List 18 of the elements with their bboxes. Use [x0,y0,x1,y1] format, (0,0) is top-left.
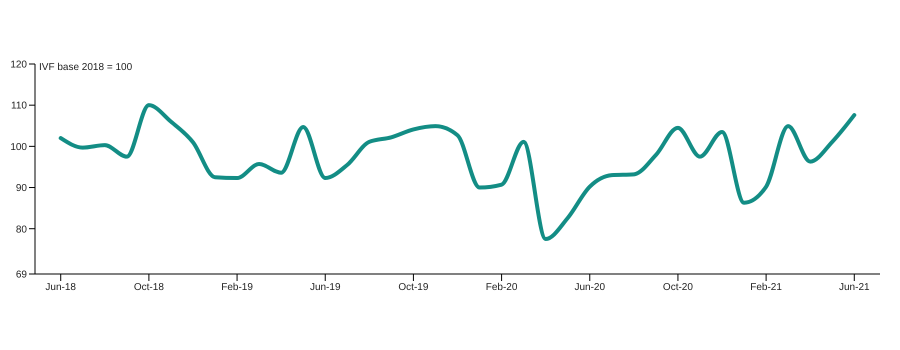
x-tick-label: Oct-18 [134,282,164,294]
line-series [58,103,856,241]
x-tick-label: Feb-21 [750,282,782,294]
y-tick-label: 90 [16,183,28,194]
y-axis-title: IVF base 2018 = 100 [39,62,133,73]
x-tick-label: Oct-19 [398,282,429,294]
x-tick-label: Oct-20 [662,282,694,294]
y-tick-label: 80 [16,224,28,236]
x-tick-label: Feb-19 [221,282,254,294]
x-tick-label: Jun-20 [574,282,606,294]
y-tick-label: 69 [16,270,28,281]
x-tick-label: Jun-19 [310,282,341,294]
y-tick-label: 120 [10,60,28,71]
y-tick-label: 110 [11,100,28,112]
x-tick-label: Jun-18 [45,282,76,294]
y-tick-label: 100 [10,142,28,153]
x-tick-label: Jun-21 [838,282,870,294]
x-tick-label: Feb-20 [486,282,518,294]
